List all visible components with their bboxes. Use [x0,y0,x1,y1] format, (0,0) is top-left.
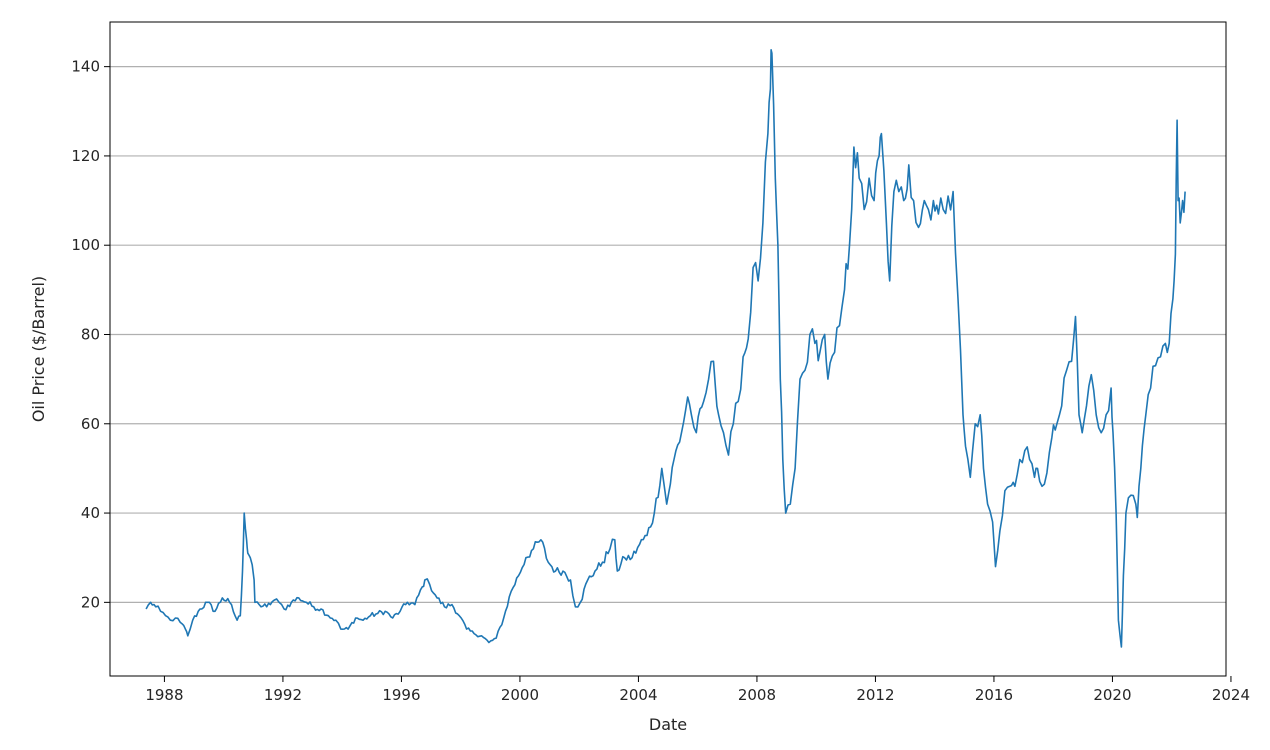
y-tick-label: 80 [81,325,100,343]
y-tick-label: 20 [81,593,100,611]
series-line [145,49,1186,648]
x-tick-label: 1992 [264,686,302,704]
y-tick-label: 100 [71,236,100,254]
y-tick-label: 120 [71,147,100,165]
y-tick-label: 40 [81,504,100,522]
x-axis: 1988 1992 1996 2000 2004 2008 2012 2016 2020 2024 [145,676,1250,704]
y-axis-title: Oil Price ($/Barrel) [29,276,48,422]
y-tick-label: 140 [71,58,100,76]
x-tick-label: 2004 [619,686,657,704]
x-axis-title: Date [649,715,687,734]
x-tick-label: 2012 [856,686,894,704]
y-tick-label: 60 [81,415,100,433]
x-tick-label: 2020 [1093,686,1131,704]
x-tick-label: 2016 [975,686,1013,704]
x-tick-label: 2008 [738,686,776,704]
series-layer [145,49,1186,648]
x-tick-label: 1996 [382,686,420,704]
x-tick-label: 2024 [1212,686,1250,704]
plot-area-frame [109,21,1227,677]
grid-lines [110,66,1226,603]
x-tick-label: 2000 [501,686,539,704]
y-axis: 20 40 60 80 100 120 140 [71,58,110,611]
x-tick-label: 1988 [145,686,183,704]
